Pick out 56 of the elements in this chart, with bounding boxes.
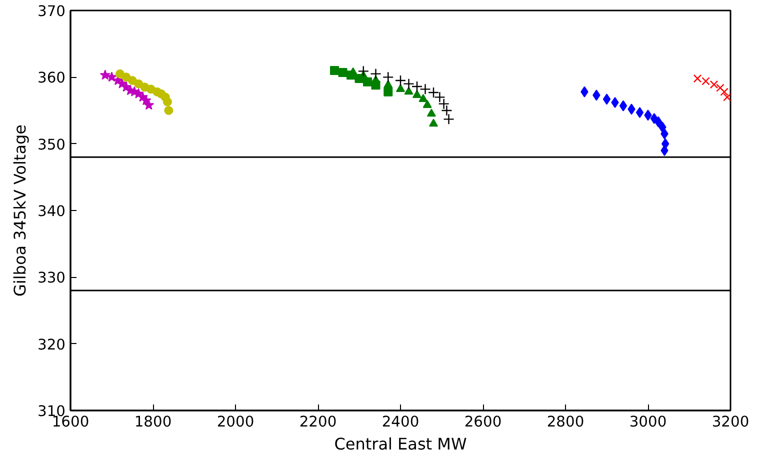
- x-tick-label: 1800: [134, 414, 172, 430]
- point: [660, 145, 668, 156]
- point: [394, 74, 406, 86]
- point: [403, 78, 414, 90]
- point: [358, 66, 369, 77]
- point: [396, 84, 405, 92]
- x-tick-label: 2600: [464, 414, 502, 430]
- point: [716, 84, 724, 92]
- y-tick-label: 370: [38, 3, 66, 20]
- point: [384, 80, 393, 88]
- point: [330, 66, 339, 75]
- point: [654, 116, 662, 128]
- point: [429, 118, 438, 127]
- point: [434, 92, 446, 103]
- point: [162, 97, 172, 106]
- point: [418, 94, 428, 102]
- y-axis-title: Gilboa 345kV Voltage: [10, 124, 30, 296]
- x-axis-title: Central East MW: [334, 434, 467, 454]
- point: [619, 100, 628, 112]
- point: [422, 100, 432, 108]
- point: [164, 106, 174, 115]
- point: [443, 114, 454, 125]
- point: [420, 84, 431, 95]
- y-tick-label: 340: [38, 203, 66, 220]
- point: [426, 108, 436, 117]
- x-tick-label: 3200: [712, 414, 750, 430]
- point: [100, 70, 110, 80]
- x-tick-label: 2400: [382, 414, 420, 430]
- point: [370, 68, 382, 80]
- point: [338, 68, 348, 77]
- point: [723, 93, 730, 102]
- x-tick-label: 2000: [216, 414, 254, 430]
- point: [710, 80, 718, 89]
- point: [404, 86, 414, 95]
- point: [106, 72, 118, 82]
- y-tick-label: 330: [38, 270, 66, 287]
- y-tick-label: 320: [38, 336, 66, 354]
- point: [602, 94, 611, 105]
- point: [650, 113, 658, 124]
- point: [412, 90, 422, 98]
- y-tick-label: 350: [38, 136, 66, 154]
- point: [611, 97, 619, 108]
- point: [411, 80, 423, 92]
- point: [384, 87, 393, 96]
- point: [720, 88, 728, 96]
- x-tick-label: 2800: [546, 414, 584, 430]
- y-tick-label: 360: [38, 70, 66, 87]
- point: [438, 98, 450, 110]
- point: [636, 107, 644, 118]
- point: [428, 86, 440, 98]
- point: [363, 77, 372, 86]
- point: [144, 100, 154, 110]
- x-tick-label: 3000: [629, 414, 667, 430]
- point: [382, 72, 394, 83]
- x-tick-label: 2200: [299, 414, 337, 430]
- point: [441, 104, 452, 116]
